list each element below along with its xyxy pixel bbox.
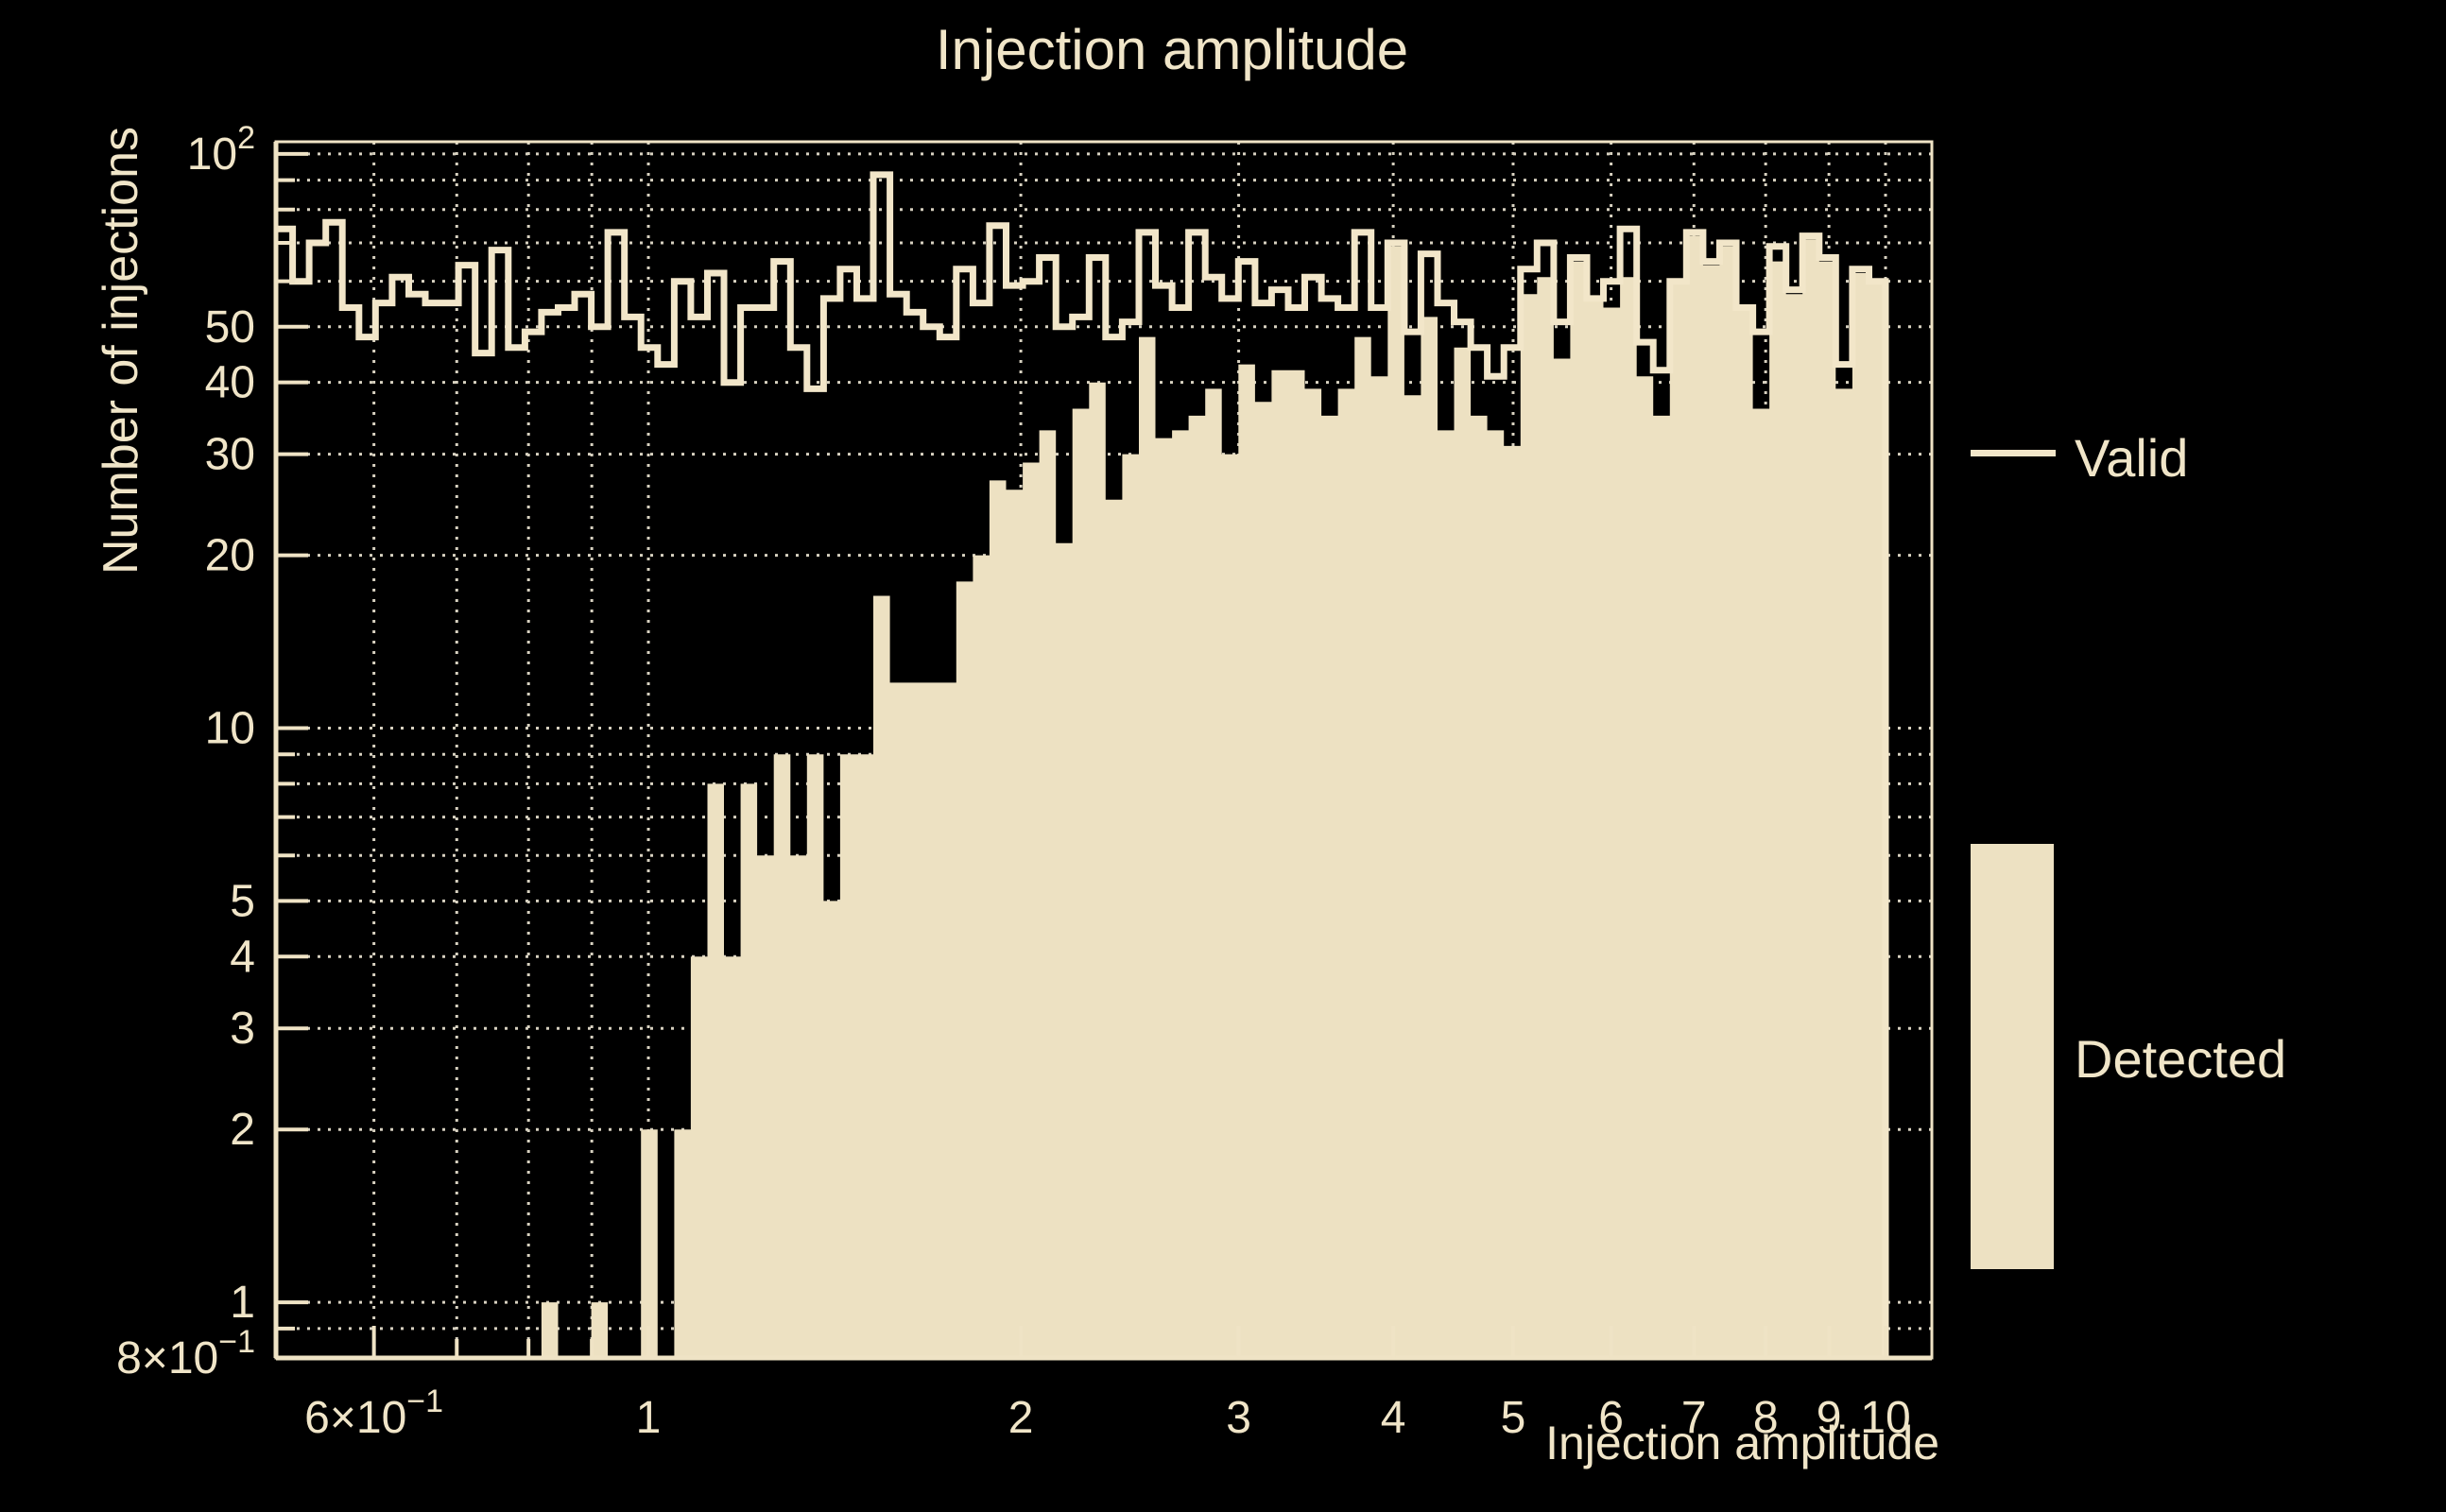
svg-text:1: 1: [230, 1278, 255, 1328]
svg-text:10: 10: [1860, 1393, 1910, 1443]
svg-text:8×10−1: 8×10−1: [116, 1324, 255, 1383]
legend-valid-label: Valid: [2075, 428, 2189, 488]
svg-text:4: 4: [1381, 1393, 1406, 1443]
svg-text:2: 2: [1008, 1393, 1034, 1443]
chart-title: Injection amplitude: [935, 18, 1409, 81]
legend-detected-fill-swatch: [1971, 844, 2054, 1269]
svg-text:10: 10: [205, 704, 255, 754]
axis-ticks: [276, 151, 1888, 1358]
svg-text:8: 8: [1753, 1393, 1779, 1443]
svg-text:3: 3: [230, 1004, 255, 1054]
svg-text:50: 50: [205, 302, 255, 352]
legend-valid-line-marker: [1971, 450, 2056, 456]
y-axis-title: Number of injections: [94, 127, 148, 575]
svg-text:102: 102: [187, 120, 255, 180]
svg-text:4: 4: [230, 932, 255, 982]
svg-text:7: 7: [1681, 1393, 1707, 1443]
svg-text:6: 6: [1598, 1393, 1624, 1443]
svg-text:5: 5: [1501, 1393, 1526, 1443]
legend-detected-label: Detected: [2075, 1029, 2287, 1089]
svg-text:6×10−1: 6×10−1: [304, 1383, 443, 1443]
svg-text:9: 9: [1817, 1393, 1842, 1443]
svg-text:5: 5: [230, 876, 255, 926]
svg-text:20: 20: [205, 531, 255, 581]
x-axis-title: Injection amplitude: [1545, 1417, 1939, 1469]
detected-filled-histogram: [276, 235, 1886, 1359]
svg-text:2: 2: [230, 1105, 255, 1155]
svg-text:30: 30: [205, 430, 255, 480]
svg-text:3: 3: [1226, 1393, 1251, 1443]
svg-text:40: 40: [205, 358, 255, 408]
svg-text:1: 1: [636, 1393, 662, 1443]
valid-step-line: [276, 171, 1889, 1358]
